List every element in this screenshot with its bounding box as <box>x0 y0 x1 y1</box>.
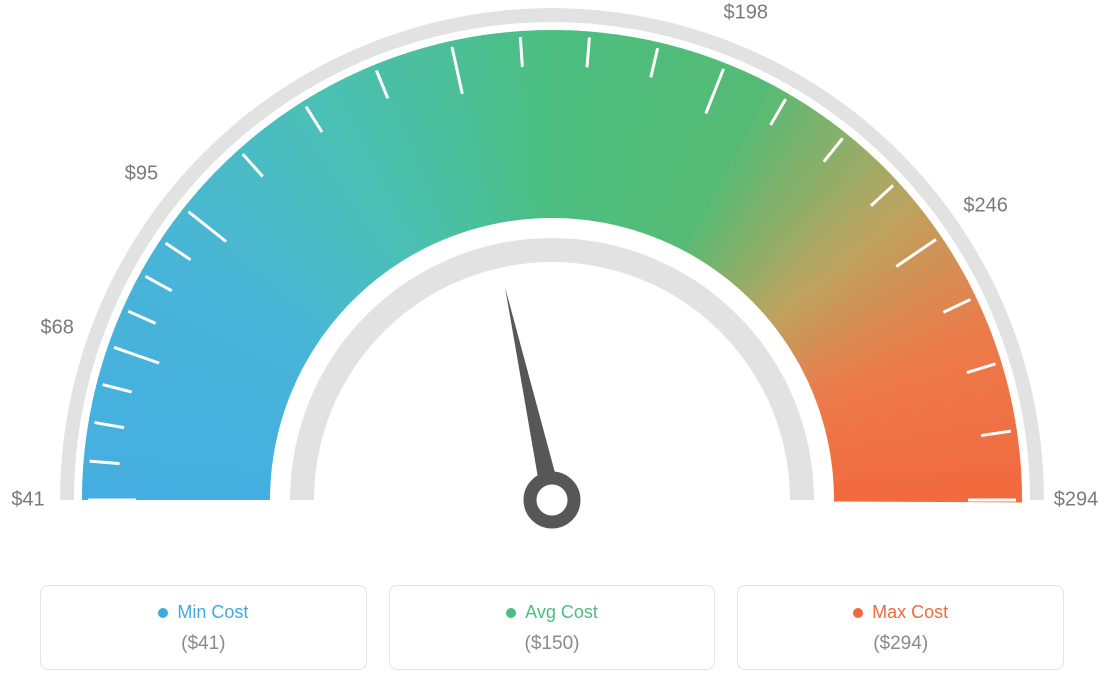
legend-card-max: Max Cost ($294) <box>737 585 1064 670</box>
legend-value: ($41) <box>51 633 356 655</box>
legend-title-text: Avg Cost <box>525 602 598 623</box>
legend-dot-icon <box>158 608 168 618</box>
legend-title: Avg Cost <box>506 602 598 623</box>
legend-card-min: Min Cost ($41) <box>40 585 367 670</box>
gauge-svg <box>0 0 1104 560</box>
gauge-needle-hub <box>530 478 574 522</box>
gauge-tick-label: $198 <box>723 2 768 25</box>
gauge-tick-label: $246 <box>963 194 1008 217</box>
gauge-tick-label: $294 <box>1054 489 1099 512</box>
legend-value: ($294) <box>748 633 1053 655</box>
gauge-tick-label: $41 <box>11 489 44 512</box>
legend-value: ($150) <box>400 633 705 655</box>
gauge-tick-label: $95 <box>125 163 158 186</box>
legend-title-text: Max Cost <box>872 602 948 623</box>
cost-gauge: $41$68$95$150$198$246$294 <box>0 0 1104 560</box>
gauge-tick-label: $68 <box>40 316 73 339</box>
legend-card-avg: Avg Cost ($150) <box>389 585 716 670</box>
legend-row: Min Cost ($41) Avg Cost ($150) Max Cost ($294… <box>0 585 1104 670</box>
legend-dot-icon <box>853 608 863 618</box>
legend-title-text: Min Cost <box>177 602 248 623</box>
legend-title: Min Cost <box>158 602 248 623</box>
legend-title: Max Cost <box>853 602 948 623</box>
legend-dot-icon <box>506 608 516 618</box>
gauge-needle <box>505 287 562 502</box>
